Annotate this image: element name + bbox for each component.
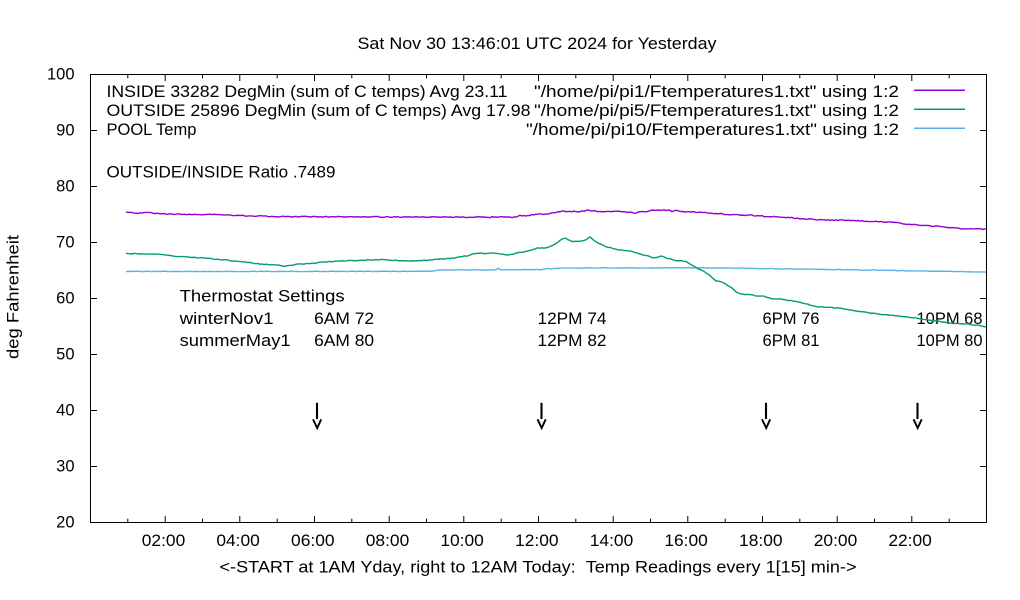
svg-text:deg Fahrenheit: deg Fahrenheit [5,235,23,359]
svg-text:20: 20 [56,513,74,531]
svg-text:OUTSIDE/INSIDE Ratio .7489: OUTSIDE/INSIDE Ratio .7489 [107,164,336,182]
svg-text:22:00: 22:00 [888,532,932,550]
svg-text:12PM 74: 12PM 74 [538,310,607,328]
svg-text:10:00: 10:00 [440,532,484,550]
svg-text:04:00: 04:00 [216,532,260,550]
svg-text:90: 90 [56,121,74,139]
svg-text:summerMay1: summerMay1 [180,332,291,350]
svg-text:Sat Nov 30 13:46:01 UTC 2024 f: Sat Nov 30 13:46:01 UTC 2024 for Yesterd… [358,35,718,53]
svg-text:<-START at 1AM Yday, right to: <-START at 1AM Yday, right to 12AM Today… [220,559,857,577]
svg-text:60: 60 [56,289,74,307]
svg-text:08:00: 08:00 [366,532,410,550]
svg-text:6AM 72: 6AM 72 [314,310,374,328]
svg-text:06:00: 06:00 [291,532,335,550]
svg-text:10PM 80: 10PM 80 [917,332,983,350]
svg-text:02:00: 02:00 [142,532,186,550]
svg-text:POOL Temp: POOL Temp [107,121,197,139]
svg-text:40: 40 [56,401,74,419]
svg-text:70: 70 [56,233,74,251]
svg-text:16:00: 16:00 [664,532,708,550]
svg-text:6PM 76: 6PM 76 [763,310,820,328]
svg-text:6AM 80: 6AM 80 [314,332,374,350]
svg-text:80: 80 [56,177,74,195]
svg-text:100: 100 [47,65,75,83]
svg-text:12:00: 12:00 [515,532,559,550]
svg-text:"/home/pi/pi5/Ftemperatures1.t: "/home/pi/pi5/Ftemperatures1.txt" using … [534,102,899,120]
svg-text:INSIDE 33282 DegMin (sum of C: INSIDE 33282 DegMin (sum of C temps) Avg… [107,83,508,101]
svg-text:50: 50 [56,345,74,363]
svg-text:30: 30 [56,457,74,475]
svg-text:"/home/pi/pi1/Ftemperatures1.t: "/home/pi/pi1/Ftemperatures1.txt" using … [534,83,899,101]
svg-text:Thermostat Settings: Thermostat Settings [180,288,345,306]
svg-text:winterNov1: winterNov1 [178,310,273,328]
svg-text:"/home/pi/pi10/Ftemperatures1.: "/home/pi/pi10/Ftemperatures1.txt" using… [526,121,899,139]
svg-text:20:00: 20:00 [814,532,858,550]
svg-text:6PM 81: 6PM 81 [763,332,820,350]
svg-text:14:00: 14:00 [590,532,634,550]
svg-text:18:00: 18:00 [739,532,783,550]
svg-text:12PM 82: 12PM 82 [538,332,607,350]
svg-text:OUTSIDE 25896 DegMin (sum of C: OUTSIDE 25896 DegMin (sum of C temps) Av… [107,102,531,120]
